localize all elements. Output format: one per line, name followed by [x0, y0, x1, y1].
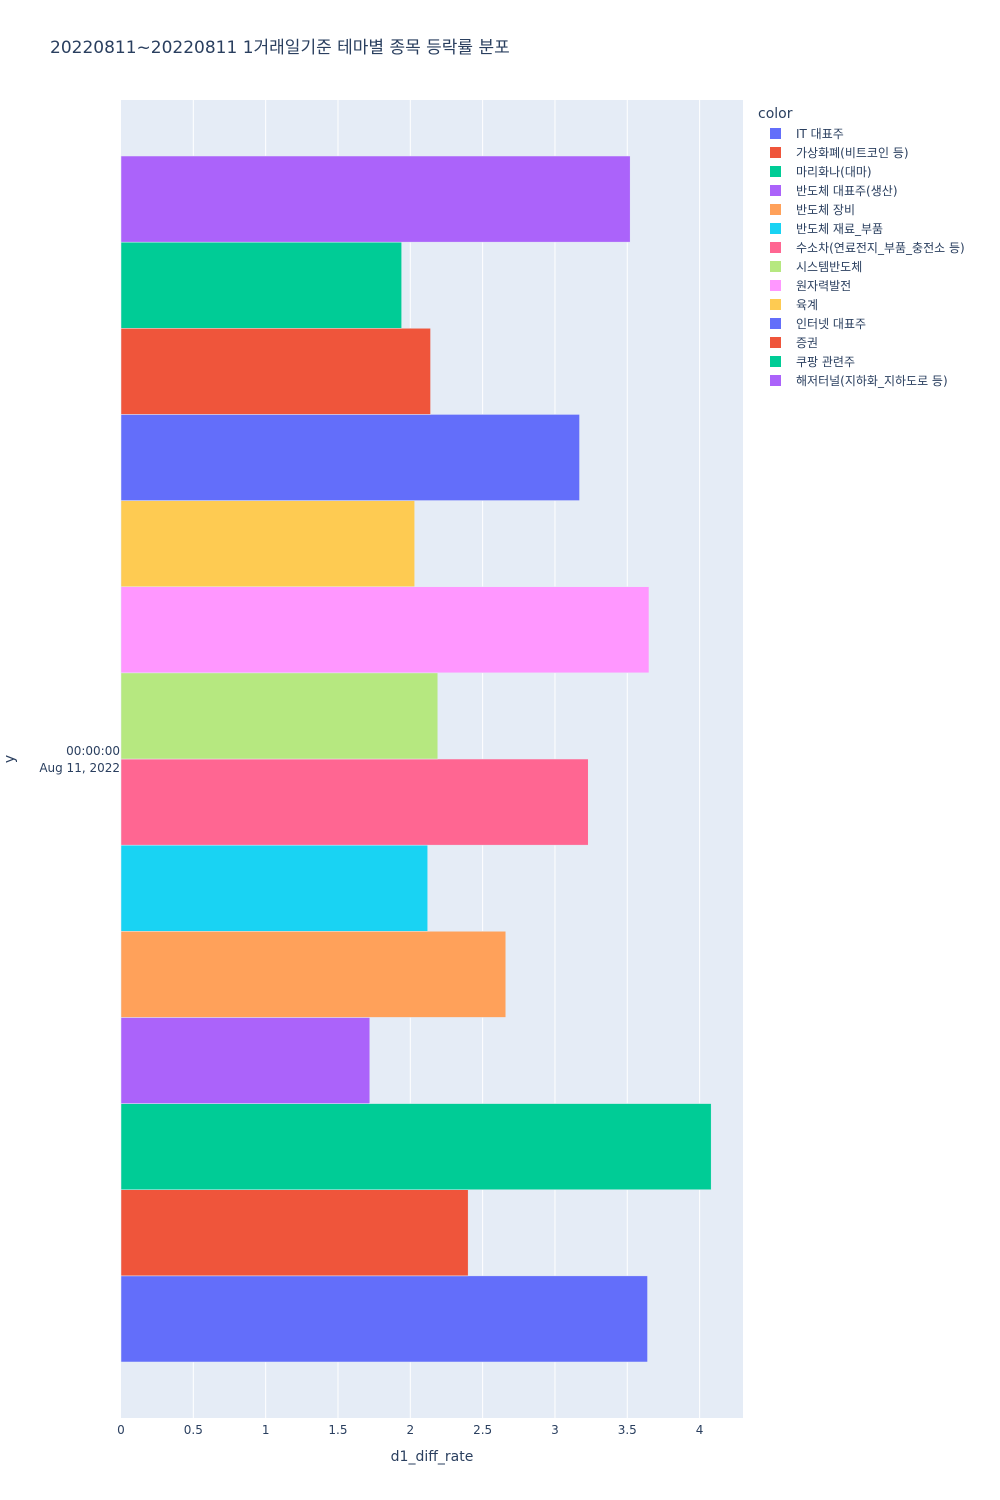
legend-swatch [770, 223, 781, 234]
legend-swatch [770, 242, 781, 253]
legend-item[interactable]: 해저터널(지하화_지하도로 등) [758, 371, 965, 390]
legend-swatch [770, 280, 781, 291]
legend-label: 반도체 대표주(생산) [796, 184, 898, 198]
legend-swatch [770, 356, 781, 367]
y-axis-title: y [2, 755, 18, 763]
legend-label: 수소차(연료전지_부품_충전소 등) [796, 241, 965, 255]
legend-item[interactable]: 원자력발전 [758, 276, 965, 295]
bar[interactable] [120, 844, 428, 932]
legend-item[interactable]: 육계 [758, 295, 965, 314]
legend-label: IT 대표주 [796, 127, 844, 141]
legend-title: color [758, 106, 793, 122]
bar[interactable] [120, 414, 580, 501]
bar[interactable] [120, 500, 415, 587]
bars[interactable] [120, 155, 712, 1363]
x-tick-label: 0.5 [184, 1423, 203, 1437]
x-tick-label: 2.5 [473, 1423, 492, 1437]
legend-item[interactable]: 수소차(연료전지_부품_충전소 등) [758, 238, 965, 257]
legend-swatch [770, 185, 781, 196]
x-tick-labels: 0 0.5 1 1.5 2 2.5 3 3.5 4 [117, 1423, 703, 1437]
legend-label: 가상화폐(비트코인 등) [796, 146, 909, 160]
bar[interactable] [120, 155, 631, 243]
legend-swatch [770, 337, 781, 348]
legend-label: 반도체 재료_부품 [796, 222, 884, 236]
x-axis-title: d1_diff_rate [391, 1449, 474, 1465]
bar[interactable] [120, 241, 402, 329]
legend-swatch [770, 261, 781, 272]
x-tick-label: 1.5 [328, 1423, 347, 1437]
legend-swatch [770, 204, 781, 215]
legend-swatch [770, 166, 781, 177]
x-tick-label: 4 [696, 1423, 704, 1437]
legend-label: 원자력발전 [796, 279, 852, 293]
bar[interactable] [120, 931, 507, 1018]
x-tick-label: 3 [551, 1423, 559, 1437]
x-tick-label: 2 [406, 1423, 414, 1437]
legend-item[interactable]: 반도체 재료_부품 [758, 219, 965, 238]
legend-item[interactable]: 마리화나(대마) [758, 162, 965, 181]
legend-item[interactable]: 반도체 장비 [758, 200, 965, 219]
legend-label: 증권 [796, 336, 819, 350]
y-tick-label-date: Aug 11, 2022 [39, 761, 120, 775]
legend-label: 마리화나(대마) [796, 165, 872, 179]
bar[interactable] [120, 672, 439, 760]
legend-swatch [770, 375, 781, 386]
x-tick-label: 3.5 [618, 1423, 637, 1437]
chart-title: 20220811~20220811 1거래일기준 테마별 종목 등락률 분포 [50, 38, 510, 58]
x-tick-label: 0 [117, 1423, 125, 1437]
legend-label: 반도체 장비 [796, 203, 856, 217]
legend-item[interactable]: 시스템반도체 [758, 257, 965, 276]
legend-item[interactable]: 인터넷 대표주 [758, 314, 965, 333]
y-tick-label-time: 00:00:00 [66, 744, 120, 758]
legend-item[interactable]: 쿠팡 관련주 [758, 352, 965, 371]
legend-item[interactable]: IT 대표주 [758, 124, 965, 143]
legend-item[interactable]: 반도체 대표주(생산) [758, 181, 965, 200]
legend-label: 육계 [796, 298, 819, 312]
bar[interactable] [120, 1275, 648, 1363]
legend-label: 인터넷 대표주 [796, 317, 867, 331]
bar[interactable] [120, 328, 431, 415]
x-tick-label: 1 [262, 1423, 270, 1437]
legend-item[interactable]: 증권 [758, 333, 965, 352]
bar[interactable] [120, 1189, 469, 1277]
bar[interactable] [120, 586, 650, 674]
bar[interactable] [120, 1017, 371, 1104]
legend-swatch [770, 299, 781, 310]
bar[interactable] [120, 758, 589, 846]
legend-label: 시스템반도체 [796, 260, 863, 274]
legend-label: 해저터널(지하화_지하도로 등) [796, 374, 948, 388]
bar[interactable] [120, 1103, 712, 1190]
legend-swatch [770, 128, 781, 139]
legend-label: 쿠팡 관련주 [796, 355, 856, 369]
legend-item[interactable]: 가상화폐(비트코인 등) [758, 143, 965, 162]
legend-swatch [770, 147, 781, 158]
legend-swatch [770, 318, 781, 329]
